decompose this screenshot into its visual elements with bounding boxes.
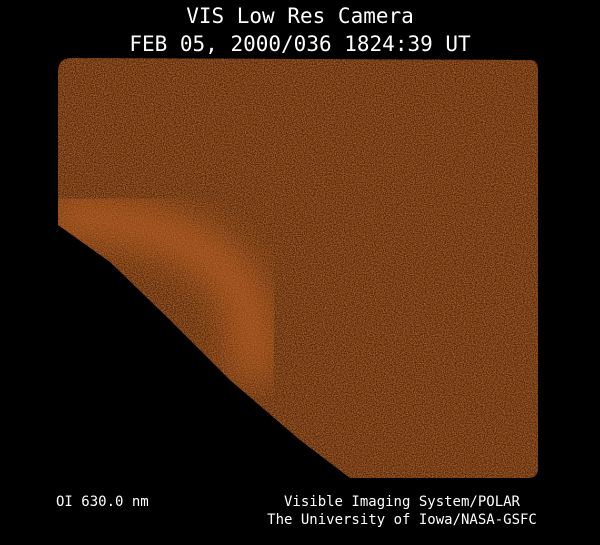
- instrument-credit: Visible Imaging System/POLAR: [283, 494, 520, 510]
- image-title: VIS Low Res Camera: [186, 4, 414, 28]
- image-timestamp: FEB 05, 2000/036 1824:39 UT: [129, 32, 471, 56]
- filter-wavelength: OI 630.0 nm: [56, 494, 149, 510]
- institution-credit: The University of Iowa/NASA-GSFC: [267, 512, 537, 528]
